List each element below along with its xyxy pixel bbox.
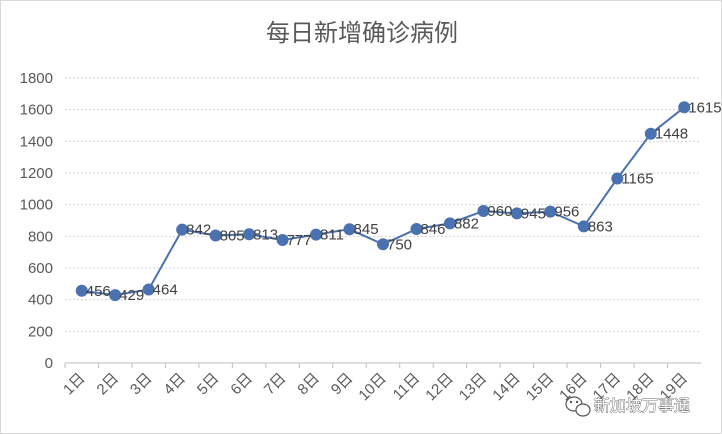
x-tick-label: 2日	[94, 370, 123, 399]
wechat-icon	[565, 396, 591, 417]
data-label: 960	[487, 203, 512, 220]
chart-title: 每日新增确诊病例	[266, 19, 458, 47]
y-tick-label: 800	[28, 228, 53, 245]
watermark: 新加坡万事通	[565, 396, 690, 417]
x-tick-label: 14日	[489, 370, 523, 404]
x-tick-label: 11日	[390, 370, 424, 404]
y-tick-label: 600	[28, 260, 53, 277]
data-labels: 456 429 464 842 805 813 777 811 845 750 846 882 960 9…	[86, 99, 721, 304]
y-tick-label: 400	[28, 292, 53, 309]
data-point	[611, 172, 624, 185]
x-tick-label: 12日	[422, 370, 456, 404]
data-point	[377, 238, 389, 251]
x-tick-label: 7日	[261, 370, 290, 399]
x-tick-label: 6日	[227, 370, 256, 399]
data-point	[310, 228, 323, 241]
data-label: 464	[153, 282, 178, 299]
data-label: 845	[354, 221, 379, 238]
data-label: 811	[320, 227, 344, 244]
data-point	[176, 223, 189, 236]
data-label: 956	[554, 204, 579, 221]
data-point	[443, 217, 456, 230]
x-tick-label: 9日	[328, 370, 357, 399]
data-point	[477, 205, 490, 217]
data-point	[577, 220, 590, 233]
data-label: 777	[287, 232, 312, 249]
x-tick-label: 4日	[160, 370, 189, 399]
x-tick-label: 10日	[355, 370, 389, 404]
data-label: 456	[86, 283, 111, 300]
y-tick-label: 1800	[20, 70, 53, 87]
data-point	[243, 228, 256, 241]
x-tick-label: 1日	[60, 370, 89, 399]
data-point	[276, 233, 289, 246]
data-point	[410, 223, 423, 236]
data-point	[510, 207, 523, 220]
data-label: 1165	[621, 171, 653, 188]
data-point	[678, 101, 691, 114]
data-label: 429	[119, 287, 144, 304]
data-label: 750	[387, 236, 412, 253]
y-axis-ticks: 0 200 400 600 800 1000 1200 1400 1600 1800	[20, 70, 53, 372]
y-tick-label: 1600	[20, 102, 53, 119]
y-tick-label: 1400	[20, 133, 53, 150]
data-label: 1615	[688, 99, 721, 116]
data-label: 846	[420, 221, 445, 238]
y-tick-label: 1200	[20, 165, 53, 182]
data-label: 805	[220, 228, 245, 245]
data-point	[109, 289, 122, 302]
y-tick-label: 0	[45, 355, 53, 372]
data-point	[343, 223, 356, 236]
data-label: 1448	[655, 126, 688, 143]
data-label: 945	[521, 205, 546, 222]
y-tick-label: 200	[28, 323, 53, 340]
data-label: 842	[186, 222, 211, 239]
series	[75, 101, 691, 302]
data-point	[644, 127, 657, 140]
data-point	[544, 205, 557, 218]
x-tick-label: 8日	[294, 370, 323, 399]
watermark-text: 新加坡万事通	[594, 396, 690, 415]
gridlines	[65, 77, 701, 364]
y-tick-label: 1000	[20, 197, 53, 214]
data-label: 863	[588, 218, 613, 235]
data-point	[142, 283, 155, 296]
data-label: 813	[253, 226, 278, 243]
series-line	[81, 106, 685, 297]
data-label: 882	[454, 215, 479, 232]
x-tick-label: 3日	[127, 370, 156, 399]
data-point	[75, 284, 88, 297]
data-point	[209, 229, 222, 242]
x-tick-label: 13日	[456, 370, 490, 404]
x-tick-label: 5日	[194, 370, 223, 399]
x-tick-label: 15日	[523, 370, 557, 404]
